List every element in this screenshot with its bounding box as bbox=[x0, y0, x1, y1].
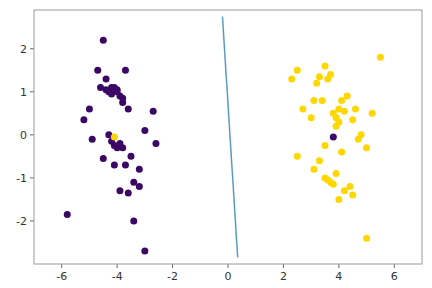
x-tick-label: 6 bbox=[391, 270, 398, 283]
scatter-point bbox=[294, 67, 301, 74]
scatter-point bbox=[294, 153, 301, 160]
axes: -6 -4 -2 0 2 4 6 -2 -1 0 1 2 bbox=[16, 43, 398, 283]
scatter-point bbox=[349, 116, 356, 123]
scatter-point bbox=[122, 161, 129, 168]
y-tick-label: 1 bbox=[20, 86, 27, 99]
scatter-point bbox=[352, 106, 359, 113]
plot-area bbox=[64, 16, 384, 257]
scatter-point bbox=[333, 170, 340, 177]
scatter-point bbox=[111, 161, 118, 168]
scatter-point bbox=[141, 248, 148, 255]
scatter-point bbox=[338, 97, 345, 104]
x-tick-label: 4 bbox=[335, 270, 342, 283]
scatter-point bbox=[349, 192, 356, 199]
scatter-point bbox=[86, 106, 93, 113]
scatter-point bbox=[100, 37, 107, 44]
scatter-point bbox=[338, 149, 345, 156]
y-tick-label: 2 bbox=[20, 43, 27, 56]
scatter-point bbox=[310, 166, 317, 173]
y-tick bbox=[30, 134, 34, 135]
scatter-point bbox=[152, 140, 159, 147]
x-tick-label: -2 bbox=[167, 270, 178, 283]
x-tick bbox=[394, 264, 395, 268]
scatter-point bbox=[80, 116, 87, 123]
x-tick-label: 0 bbox=[225, 270, 232, 283]
plot-background bbox=[34, 10, 422, 264]
scatter-point bbox=[128, 153, 135, 160]
x-tick-label: 2 bbox=[280, 270, 287, 283]
scatter-point bbox=[136, 183, 143, 190]
scatter-point bbox=[346, 183, 353, 190]
scatter-point bbox=[369, 110, 376, 117]
scatter-point bbox=[108, 90, 115, 97]
scatter-point bbox=[94, 67, 101, 74]
plot-frame bbox=[34, 10, 422, 264]
y-tick-label: 0 bbox=[20, 129, 27, 142]
scatter-point bbox=[114, 86, 121, 93]
scatter-point bbox=[130, 179, 137, 186]
scatter-point bbox=[119, 95, 126, 102]
scatter-point bbox=[125, 189, 132, 196]
y-tick-label: -2 bbox=[16, 215, 27, 228]
y-tick bbox=[30, 220, 34, 221]
chart: -6 -4 -2 0 2 4 6 -2 -1 0 1 2 bbox=[0, 0, 432, 288]
scatter-point bbox=[335, 196, 342, 203]
x-tick bbox=[117, 264, 118, 268]
x-tick bbox=[283, 264, 284, 268]
scatter-point bbox=[150, 108, 157, 115]
line bbox=[222, 16, 237, 257]
y-tick bbox=[30, 48, 34, 49]
x-tick bbox=[61, 264, 62, 268]
scatter-point bbox=[319, 97, 326, 104]
scatter-point bbox=[89, 136, 96, 143]
scatter-point bbox=[116, 187, 123, 194]
x-tick bbox=[228, 264, 229, 268]
scatter-point bbox=[299, 106, 306, 113]
scatter-point bbox=[377, 54, 384, 61]
scatter-point bbox=[310, 97, 317, 104]
x-tick bbox=[338, 264, 339, 268]
scatter-point bbox=[111, 134, 118, 141]
scatter-point bbox=[358, 131, 365, 138]
scatter-point bbox=[122, 67, 129, 74]
scatter-point bbox=[141, 127, 148, 134]
scatter-point bbox=[344, 93, 351, 100]
scatter-point bbox=[103, 75, 110, 82]
x-tick-label: -6 bbox=[56, 270, 67, 283]
scatter-point bbox=[322, 142, 329, 149]
scatter-point bbox=[119, 144, 126, 151]
scatter-point bbox=[100, 155, 107, 162]
scatter-point bbox=[125, 106, 132, 113]
scatter-point bbox=[322, 62, 329, 69]
x-tick bbox=[172, 264, 173, 268]
scatter-point bbox=[136, 166, 143, 173]
scatter-point bbox=[316, 157, 323, 164]
y-tick-label: -1 bbox=[16, 172, 27, 185]
scatter-point bbox=[308, 114, 315, 121]
x-tick-label: -4 bbox=[112, 270, 123, 283]
scatter-point bbox=[64, 211, 71, 218]
scatter-point bbox=[335, 118, 342, 125]
scatter-point bbox=[316, 73, 323, 80]
scatter-point bbox=[330, 134, 337, 141]
scatter-point bbox=[327, 71, 334, 78]
scatter-point bbox=[363, 235, 370, 242]
scatter-point bbox=[341, 108, 348, 115]
scatter-point bbox=[330, 181, 337, 188]
scatter-point bbox=[130, 217, 137, 224]
scatter-point bbox=[288, 75, 295, 82]
y-tick bbox=[30, 177, 34, 178]
scatter-point bbox=[313, 80, 320, 87]
scatter-point bbox=[363, 144, 370, 151]
y-tick bbox=[30, 91, 34, 92]
scatter-point bbox=[341, 187, 348, 194]
